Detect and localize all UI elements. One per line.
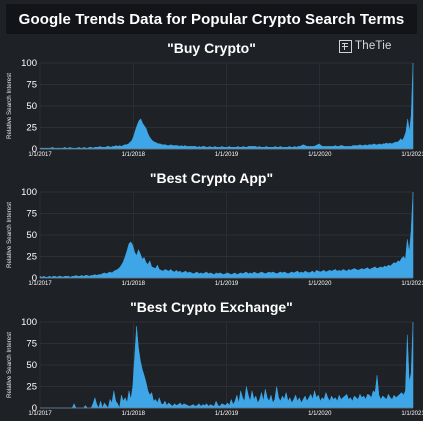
x-tick-label: 1/1/2018 xyxy=(122,281,146,287)
y-tick-label: 25 xyxy=(26,382,37,393)
x-tick-label: 1/1/2021 xyxy=(401,411,423,417)
chart-title-best-crypto-exchange: "Best Crypto Exchange" xyxy=(130,299,293,315)
y-tick-label: 0 xyxy=(32,403,37,414)
y-tick-label: 0 xyxy=(32,144,37,155)
brand-name: TheTie xyxy=(355,40,392,52)
y-tick-label: 50 xyxy=(26,360,37,371)
chart-best-crypto-app: Relative Search Interest 0 25 50 75 100 1/1/20… xyxy=(6,187,423,287)
y-tick-label: 50 xyxy=(26,101,37,112)
thetie-logo-icon xyxy=(339,39,352,53)
y-tick-label: 25 xyxy=(26,123,37,134)
y-axis-label: Relative Search Interest xyxy=(6,73,13,139)
x-tick-label: 1/1/2018 xyxy=(122,152,146,158)
y-tick-label: 100 xyxy=(21,58,37,69)
series-area xyxy=(39,62,414,150)
y-axis-label: Relative Search Interest xyxy=(6,332,13,398)
x-tick-label: 1/1/2018 xyxy=(122,411,146,417)
y-axis-label: Relative Search Interest xyxy=(6,202,13,268)
x-tick-label: 1/1/2017 xyxy=(28,411,52,417)
page-title: Google Trends Data for Popular Crypto Se… xyxy=(18,10,405,28)
x-tick-label: 1/1/2021 xyxy=(401,152,423,158)
chart-title-best-crypto-app: "Best Crypto App" xyxy=(149,170,274,186)
y-tick-label: 75 xyxy=(26,209,37,220)
x-tick-label: 1/1/2017 xyxy=(28,152,52,158)
y-tick-label: 25 xyxy=(26,252,37,263)
y-tick-label: 0 xyxy=(32,273,37,284)
chart-title-buy-crypto: "Buy Crypto" xyxy=(167,40,256,56)
series-area xyxy=(39,191,414,279)
y-tick-label: 100 xyxy=(21,187,37,198)
y-tick-label: 100 xyxy=(21,317,37,328)
x-tick-label: 1/1/2019 xyxy=(215,152,239,158)
chart-best-crypto-exchange: Relative Search Interest 0 25 50 75 100 1/1/20… xyxy=(6,317,423,417)
y-tick-label: 75 xyxy=(26,339,37,350)
chart-buy-crypto: Relative Search Interest 0 25 50 75 100 1/1/20… xyxy=(6,58,423,158)
x-tick-label: 1/1/2017 xyxy=(28,281,52,287)
x-tick-label: 1/1/2021 xyxy=(401,281,423,287)
x-tick-label: 1/1/2019 xyxy=(215,281,239,287)
brand-logo: TheTie xyxy=(339,38,392,54)
series-area xyxy=(39,321,414,409)
y-tick-label: 50 xyxy=(26,230,37,241)
header-banner: Google Trends Data for Popular Crypto Se… xyxy=(6,4,417,34)
x-tick-label: 1/1/2020 xyxy=(308,281,332,287)
x-tick-label: 1/1/2019 xyxy=(215,411,239,417)
y-tick-label: 75 xyxy=(26,80,37,91)
x-tick-label: 1/1/2020 xyxy=(308,152,332,158)
x-tick-label: 1/1/2020 xyxy=(308,411,332,417)
